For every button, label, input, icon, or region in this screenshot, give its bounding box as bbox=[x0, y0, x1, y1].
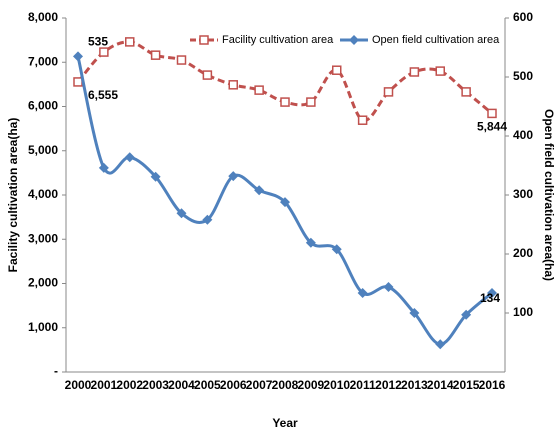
y-tick-label: - bbox=[54, 364, 58, 378]
marker bbox=[305, 237, 316, 248]
x-tick-label: 2012 bbox=[375, 378, 402, 392]
x-axis-title: Year bbox=[272, 416, 298, 430]
y2-tick-label: 500 bbox=[513, 69, 533, 83]
x-tick-label: 2011 bbox=[350, 378, 376, 392]
marker bbox=[99, 47, 109, 57]
marker bbox=[254, 185, 265, 196]
marker bbox=[435, 339, 446, 350]
x-tick-label: 2001 bbox=[91, 378, 118, 392]
x-tick-label: 2005 bbox=[194, 378, 221, 392]
marker bbox=[228, 171, 239, 182]
marker bbox=[124, 152, 135, 163]
x-tick-label: 2006 bbox=[220, 378, 247, 392]
y-axis-title: Facility cultivation area(ha) bbox=[6, 118, 20, 273]
marker bbox=[357, 287, 368, 298]
x-tick-label: 2015 bbox=[453, 378, 480, 392]
marker bbox=[202, 214, 213, 225]
marker bbox=[73, 77, 83, 87]
marker bbox=[487, 108, 497, 119]
y-tick-label: 5,000 bbox=[28, 143, 58, 157]
legend-marker bbox=[349, 35, 359, 45]
data-label: 6,555 bbox=[88, 88, 118, 102]
marker bbox=[98, 162, 109, 173]
x-tick-label: 2002 bbox=[116, 378, 143, 392]
y-tick-label: 7,000 bbox=[28, 54, 58, 68]
marker bbox=[487, 287, 497, 298]
legend-marker bbox=[199, 35, 209, 45]
x-tick-label: 2016 bbox=[479, 378, 506, 392]
marker bbox=[461, 309, 472, 320]
y-tick-label: 8,000 bbox=[28, 10, 58, 24]
legend-label: Facility cultivation area bbox=[222, 34, 334, 46]
y-tick-label: 2,000 bbox=[28, 276, 58, 290]
marker bbox=[125, 37, 135, 47]
marker bbox=[383, 282, 394, 293]
y2-tick-label: 200 bbox=[513, 246, 533, 260]
legend-label: Open field cultivation area bbox=[372, 34, 500, 46]
x-tick-label: 2009 bbox=[298, 378, 325, 392]
x-tick-label: 2000 bbox=[65, 378, 92, 392]
marker bbox=[280, 197, 290, 208]
marker bbox=[409, 67, 420, 77]
y2-axis-title: Open field cultivation area(ha) bbox=[542, 109, 556, 281]
marker bbox=[332, 65, 342, 75]
marker bbox=[176, 55, 187, 65]
marker bbox=[306, 97, 316, 107]
marker bbox=[202, 70, 213, 80]
y-tick-label: 1,000 bbox=[28, 320, 58, 334]
x-tick-label: 2003 bbox=[142, 378, 169, 392]
marker bbox=[383, 87, 394, 97]
data-label: 134 bbox=[480, 291, 500, 305]
marker bbox=[176, 208, 187, 219]
marker bbox=[254, 85, 264, 95]
y2-tick-label: 300 bbox=[513, 187, 533, 201]
marker bbox=[228, 80, 238, 90]
y-tick-label: 4,000 bbox=[28, 187, 58, 201]
y-tick-label: 6,000 bbox=[28, 99, 58, 113]
y-tick-label: 3,000 bbox=[28, 231, 58, 245]
x-tick-label: 2007 bbox=[246, 378, 273, 392]
marker bbox=[331, 244, 342, 255]
y2-tick-label: 400 bbox=[513, 128, 533, 142]
marker bbox=[409, 308, 420, 318]
marker bbox=[280, 97, 290, 107]
marker bbox=[150, 50, 161, 60]
x-tick-label: 2010 bbox=[323, 378, 350, 392]
marker bbox=[357, 115, 368, 125]
x-tick-label: 2008 bbox=[272, 378, 299, 392]
x-tick-label: 2013 bbox=[401, 378, 428, 392]
x-tick-label: 2014 bbox=[427, 378, 454, 392]
marker bbox=[461, 87, 471, 97]
y2-tick-label: 600 bbox=[513, 10, 533, 24]
x-tick-label: 2004 bbox=[168, 378, 195, 392]
marker bbox=[73, 51, 83, 62]
data-label: 535 bbox=[88, 35, 108, 49]
marker bbox=[150, 171, 161, 182]
marker bbox=[435, 66, 445, 76]
y2-tick-label: 100 bbox=[513, 305, 533, 319]
series-line bbox=[76, 40, 493, 122]
data-label: 5,844 bbox=[477, 120, 507, 134]
